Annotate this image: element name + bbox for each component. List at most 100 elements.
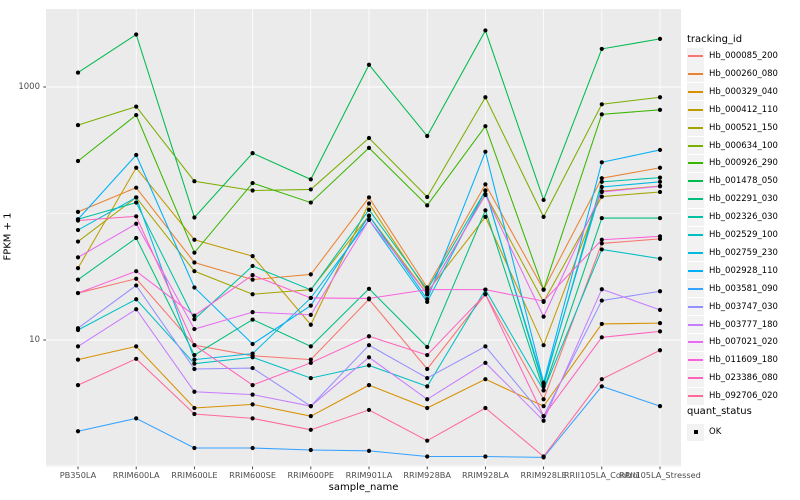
data-point-Hb_000329_040 [75,357,81,362]
data-point-Hb_000634_100 [75,122,81,128]
data-point-Hb_000521_150 [599,194,604,199]
data-point-Hb_000260_080 [483,182,488,187]
legend-item-Hb_002759_230: Hb_002759_230 [687,244,778,262]
data-point-Hb_000329_040 [599,321,604,327]
legend-item-Hb_002529_100: Hb_002529_100 [687,226,778,244]
data-point-Hb_092706_020 [75,383,81,388]
data-point-Hb_002529_100 [308,375,313,381]
data-point-Hb_000634_100 [308,187,313,192]
data-point-Hb_023386_080 [541,414,546,419]
data-point-Hb_002529_100 [250,355,255,360]
data-point-Hb_002326_030 [192,317,197,322]
data-point-Hb_000260_080 [134,185,139,190]
data-point-Hb_002759_230 [75,227,81,233]
data-point-Hb_000412_110 [192,237,197,242]
legend-item-label: Hb_000926_290 [709,158,778,169]
legend-item-Hb_003747_030: Hb_003747_030 [687,298,778,316]
data-point-Hb_000329_040 [192,405,197,411]
data-point-Hb_002928_110 [308,303,313,308]
legend-key-box [687,65,704,83]
data-point-Hb_003581_090 [366,448,372,453]
legend-key-line-icon [688,162,703,165]
data-point-Hb_003747_030 [483,344,488,349]
data-point-Hb_000085_200 [541,397,546,402]
legend-key-box [687,423,704,441]
data-point-Hb_000926_290 [366,145,372,151]
data-point-Hb_002759_230 [192,357,197,362]
data-point-Hb_003777_180 [599,287,604,292]
legend-key-box [687,351,704,369]
data-point-Hb_002928_110 [425,297,430,302]
y-tick-label: 10 [29,334,40,345]
legend-key-box [687,262,704,280]
data-point-Hb_007021_020 [541,314,546,319]
data-point-Hb_000412_110 [75,266,81,271]
data-point-Hb_000926_290 [599,112,604,117]
legend-key-line-icon [688,126,703,129]
legend-key-line-icon [688,377,703,380]
legend-item-label: Hb_002529_100 [709,230,778,240]
legend-item-Hb_011609_180: Hb_011609_180 [687,351,778,369]
data-point-Hb_000329_040 [541,404,546,409]
data-point-Hb_092706_020 [599,377,604,382]
data-point-Hb_092706_020 [192,411,197,417]
data-point-Hb_000634_100 [366,135,372,141]
data-point-Hb_001478_050 [75,70,81,75]
data-point-Hb_002759_230 [657,179,663,184]
data-point-Hb_002291_030 [425,344,430,350]
legend-item-Hb_002928_110: Hb_002928_110 [687,262,778,280]
data-point-Hb_011609_180 [541,299,546,304]
data-point-Hb_001478_050 [657,36,663,42]
data-point-Hb_011609_180 [134,269,139,274]
data-point-Hb_002928_110 [483,149,488,154]
data-point-Hb_002759_230 [250,351,255,356]
legend-key-box [687,83,704,101]
data-point-Hb_002928_110 [599,160,604,165]
data-point-Hb_023386_080 [308,360,313,365]
data-point-Hb_002291_030 [599,215,604,221]
legend-key-line-icon [688,198,703,201]
data-point-Hb_002759_230 [483,188,488,193]
legend-item-Hb_000260_080: Hb_000260_080 [687,65,778,83]
data-point-Hb_003777_180 [192,389,197,394]
data-point-Hb_003777_180 [483,360,488,365]
legend-item-Hb_007021_020: Hb_007021_020 [687,333,778,351]
x-tick-label-RRIM901LA: RRIM901LA [345,470,393,480]
data-point-Hb_007021_020 [75,255,81,260]
legend-item-Hb_000926_290: Hb_000926_290 [687,154,778,172]
data-point-Hb_003747_030 [75,326,81,331]
data-point-Hb_011609_180 [308,295,313,301]
legend-item-label: Hb_003747_030 [709,301,778,312]
data-point-Hb_003747_030 [250,365,255,371]
data-point-Hb_000634_100 [192,179,197,184]
data-point-Hb_000926_290 [541,287,546,292]
x-tick-label-RRIM600SE: RRIM600SE [229,470,277,480]
x-tick-label-PB350LA: PB350LA [59,470,97,480]
legend-key-line-icon [688,323,703,326]
data-point-Hb_003777_180 [425,397,430,402]
data-point-Hb_000085_200 [134,276,139,281]
legend-key-line-icon [688,359,703,362]
legend-item-Hb_000412_110: Hb_000412_110 [687,101,778,119]
legend-key-line-icon [688,216,703,219]
data-point-Hb_002928_110 [657,147,663,153]
legend-item-label: Hb_000521_150 [709,122,778,133]
data-point-Hb_000412_110 [308,322,313,327]
data-point-Hb_003581_090 [599,384,604,389]
data-point-Hb_092706_020 [250,416,255,421]
data-point-Hb_007021_020 [425,292,430,297]
data-point-Hb_003747_030 [599,298,604,303]
data-point-Hb_023386_080 [425,352,430,358]
legend-item-label: Hb_002291_030 [709,194,778,205]
legend-title-tracking-id: tracking_id [687,34,743,45]
data-point-Hb_000634_100 [541,214,546,219]
data-point-Hb_000521_150 [192,269,197,274]
legend-item-Hb_092706_020: Hb_092706_020 [687,387,778,405]
legend-item-label: Hb_000412_110 [709,104,778,115]
data-point-Hb_002928_110 [134,152,139,158]
legend-item-label: Hb_002928_110 [709,265,778,276]
data-point-Hb_023386_080 [192,343,197,348]
data-point-Hb_000926_290 [192,250,197,255]
data-point-Hb_002928_110 [250,341,255,347]
legend-item-label: Hb_000085_200 [709,51,778,61]
